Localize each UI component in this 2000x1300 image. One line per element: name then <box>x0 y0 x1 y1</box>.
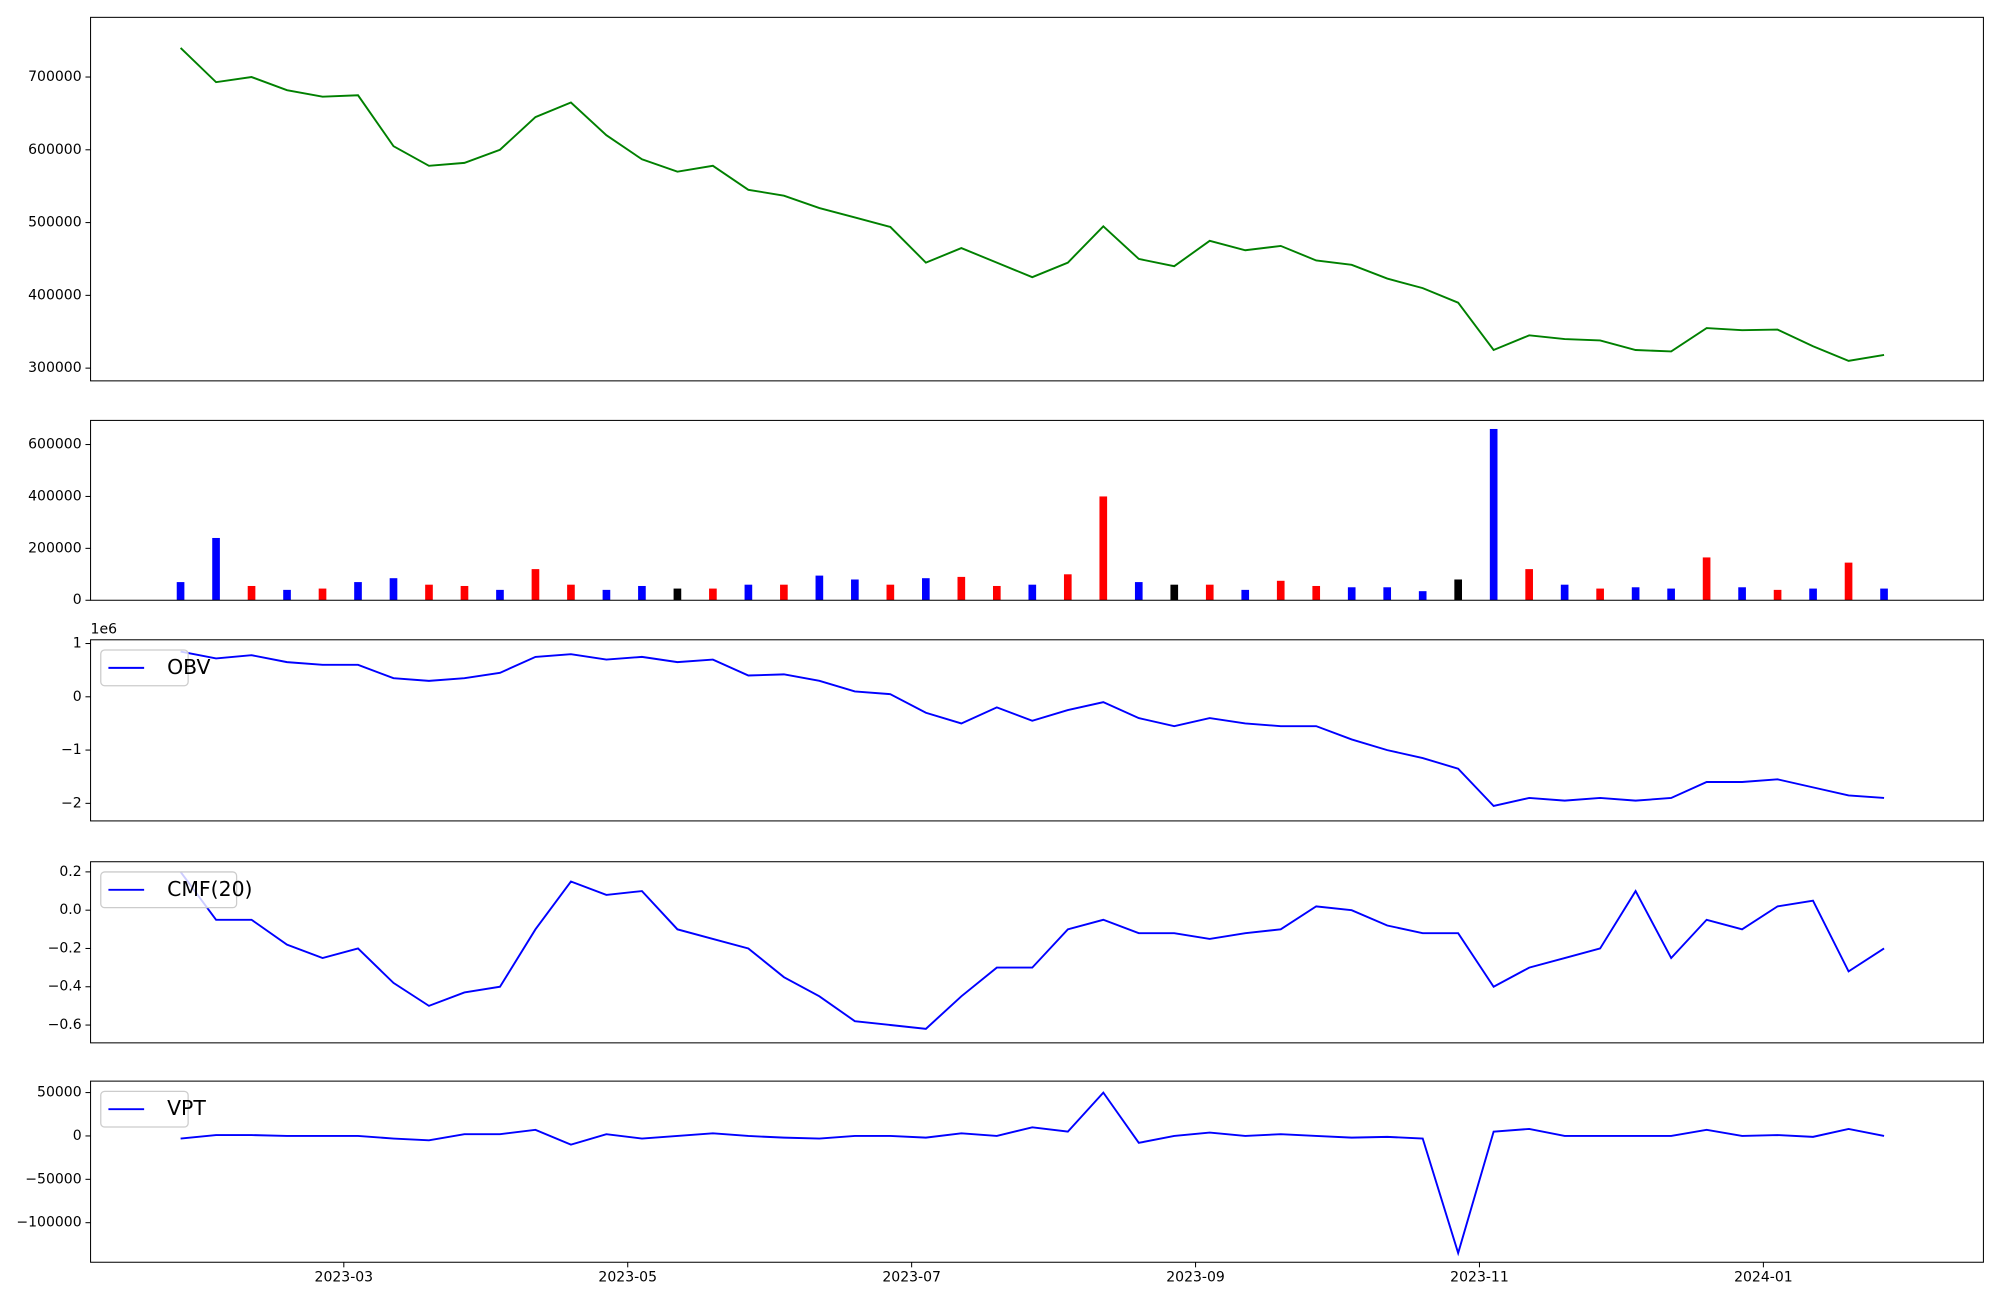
y-tick-label: −0.6 <box>48 1017 82 1033</box>
y-tick-label: 600000 <box>28 437 82 453</box>
bar <box>992 585 1001 601</box>
bar <box>1631 587 1640 601</box>
y-tick-label: 500000 <box>28 215 82 231</box>
legend-box <box>100 871 238 909</box>
y-tick-label: 50000 <box>37 1085 82 1101</box>
y-tick-label: −100000 <box>16 1215 81 1231</box>
y-tick-label: 1 <box>73 636 82 652</box>
legend-box <box>100 1090 189 1128</box>
bar <box>247 585 256 601</box>
bar <box>318 588 327 601</box>
axes-frame <box>90 1080 1984 1263</box>
bar <box>283 589 291 601</box>
bar <box>851 579 859 601</box>
bar <box>1276 580 1285 601</box>
axes-frame <box>90 419 1984 601</box>
bar <box>1738 587 1746 601</box>
bar <box>1702 557 1711 601</box>
bar <box>638 585 646 601</box>
bar <box>425 584 433 601</box>
x-tick-label: 2024-01 <box>1734 1270 1793 1286</box>
y-tick-label: −1 <box>61 742 82 758</box>
bar <box>1312 585 1321 601</box>
bar <box>1028 584 1037 601</box>
bar <box>354 582 362 601</box>
bar <box>1844 562 1853 601</box>
y-tick-label: 0 <box>73 592 82 608</box>
bar <box>1099 496 1108 601</box>
bar <box>922 578 930 601</box>
bar <box>815 575 824 601</box>
x-tick-label: 2023-03 <box>315 1270 374 1286</box>
bar <box>1773 589 1782 601</box>
bar <box>1880 588 1888 601</box>
bar <box>1063 574 1072 601</box>
bar <box>1170 584 1179 601</box>
bar <box>886 584 895 601</box>
y-tick-label: 700000 <box>28 69 82 85</box>
bar <box>496 589 504 601</box>
bar <box>1489 428 1498 601</box>
bar <box>1383 587 1392 601</box>
bar <box>602 589 611 601</box>
legend-label: VPT <box>167 1096 206 1120</box>
y-offset-label: 1e6 <box>91 622 118 638</box>
y-tick-label: −2 <box>61 795 82 811</box>
bar <box>1241 589 1250 601</box>
axes-frame <box>90 861 1984 1044</box>
bar <box>1134 582 1143 601</box>
y-tick-label: −0.2 <box>48 940 82 956</box>
bar <box>1809 588 1817 601</box>
bar <box>1560 584 1569 601</box>
x-tick-label: 2023-11 <box>1450 1270 1509 1286</box>
y-tick-label: 600000 <box>28 142 82 158</box>
y-tick-label: −50000 <box>25 1171 81 1187</box>
bar <box>531 569 540 601</box>
legend-label: OBV <box>167 655 210 679</box>
line <box>179 47 1885 362</box>
bar <box>1347 587 1356 601</box>
x-tick-label: 2023-05 <box>598 1270 657 1286</box>
y-tick-label: −0.4 <box>48 979 82 995</box>
bar <box>567 584 575 601</box>
bar <box>212 537 220 601</box>
bar <box>744 584 753 601</box>
y-tick-label: 0.2 <box>59 864 81 880</box>
axes-frame <box>90 16 1984 382</box>
line <box>180 1091 1885 1257</box>
bar <box>389 578 398 601</box>
bar <box>709 588 717 601</box>
legend-label: CMF(20) <box>167 877 252 901</box>
y-tick-label: 300000 <box>28 360 82 376</box>
bar <box>1596 588 1604 601</box>
x-tick-label: 2023-07 <box>882 1270 941 1286</box>
bar <box>957 576 966 601</box>
bar <box>673 588 682 601</box>
y-tick-label: 0 <box>73 689 82 705</box>
bar <box>1525 569 1533 601</box>
y-tick-label: 400000 <box>28 287 82 303</box>
y-tick-label: 0 <box>73 1128 82 1144</box>
bar <box>460 585 469 601</box>
bar <box>176 582 185 601</box>
x-tick-label: 2023-09 <box>1166 1270 1225 1286</box>
bar <box>780 584 788 601</box>
bar <box>1418 591 1427 601</box>
legend-box <box>100 649 189 687</box>
y-tick-label: 0.0 <box>59 902 81 918</box>
line <box>180 650 1885 808</box>
y-tick-label: 400000 <box>28 488 82 504</box>
axes-frame <box>90 639 1984 822</box>
bar <box>1205 584 1214 601</box>
bar <box>1667 588 1675 601</box>
line <box>179 871 1885 1030</box>
y-tick-label: 200000 <box>28 540 82 556</box>
bar <box>1454 579 1463 601</box>
